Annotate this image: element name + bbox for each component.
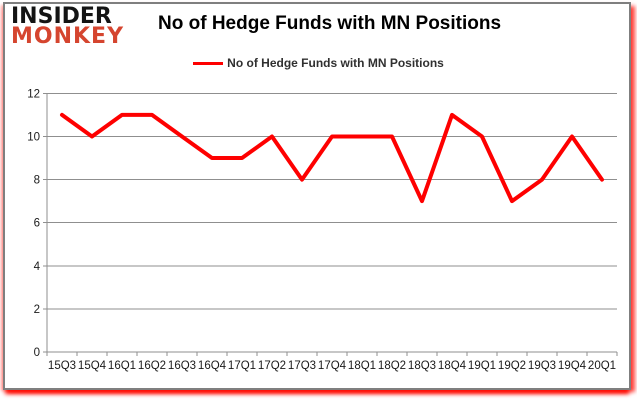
- legend-line-swatch: [193, 61, 224, 65]
- chart-title: No of Hedge Funds with MN Positions: [158, 13, 502, 34]
- logo-monkey-text: MONKEY: [11, 24, 125, 50]
- insider-monkey-logo: INSIDER MONKEY: [11, 4, 125, 50]
- logo-insider-text: INSIDER: [11, 4, 112, 29]
- legend: No of Hedge Funds with MN Positions: [0, 56, 637, 70]
- legend-label: No of Hedge Funds with MN Positions: [227, 56, 444, 70]
